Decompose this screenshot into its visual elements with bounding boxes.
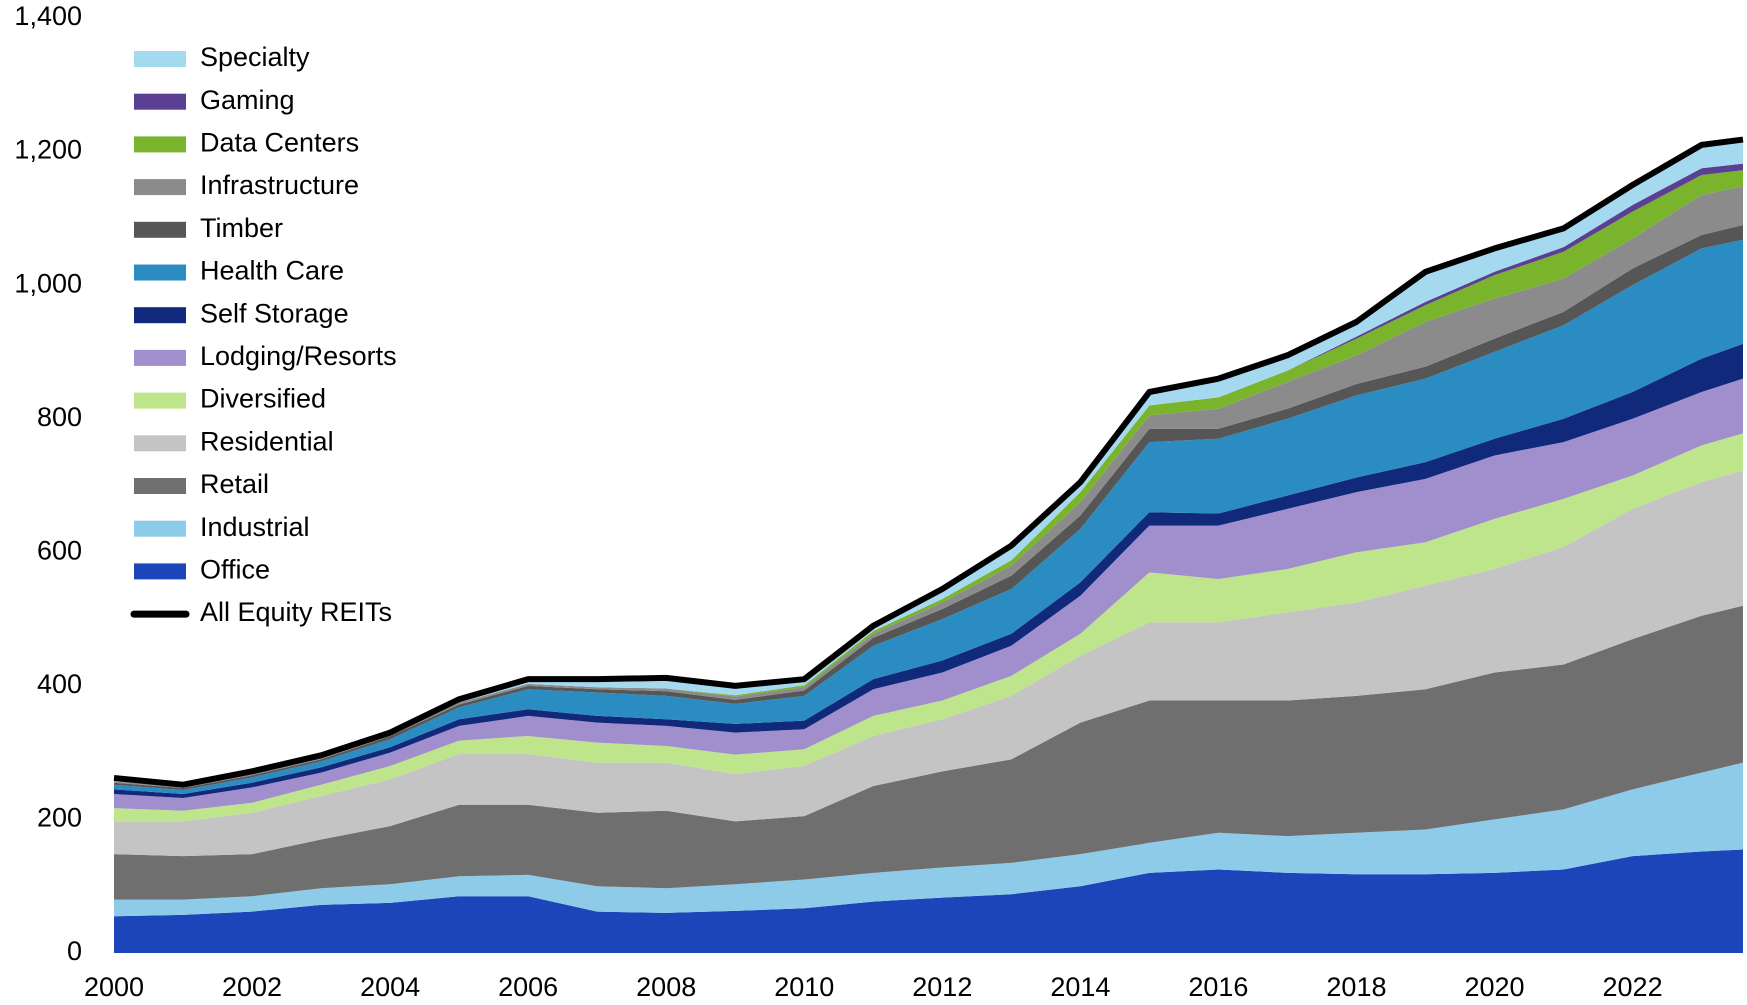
legend-label: Timber (200, 213, 283, 243)
x-tick-label: 2014 (1050, 972, 1110, 1002)
legend-label: Lodging/Resorts (200, 341, 397, 371)
legend-label: Gaming (200, 85, 295, 115)
x-tick-label: 2018 (1326, 972, 1386, 1002)
y-tick-label: 200 (37, 803, 82, 833)
y-tick-label: 1,000 (14, 268, 82, 298)
x-tick-label: 2010 (774, 972, 834, 1002)
x-tick-label: 2016 (1188, 972, 1248, 1002)
y-tick-label: 400 (37, 669, 82, 699)
legend-label: Health Care (200, 256, 344, 286)
y-tick-label: 800 (37, 402, 82, 432)
legend-label: Infrastructure (200, 170, 359, 200)
legend-label: Industrial (200, 512, 310, 542)
total-line (113, 136, 1744, 788)
x-tick-label: 2020 (1464, 972, 1524, 1002)
legend-swatch (134, 478, 186, 494)
legend-label: All Equity REITs (200, 597, 392, 627)
area (114, 470, 1743, 857)
x-tick-label: 2022 (1603, 972, 1663, 1002)
area (114, 849, 1743, 953)
legend-swatch (134, 392, 186, 409)
legend-swatch (134, 307, 186, 324)
y-tick-label: 1,400 (14, 1, 82, 31)
legend-swatch (134, 136, 186, 153)
legend-label: Self Storage (200, 298, 349, 328)
x-tick-label: 2006 (498, 972, 558, 1002)
area (114, 762, 1743, 917)
x-tick-label: 2012 (912, 972, 972, 1002)
legend-swatch (134, 93, 186, 110)
legend-swatch (134, 179, 186, 196)
legend-label: Specialty (200, 42, 310, 72)
legend-label: Residential (200, 426, 334, 456)
legend-label: Retail (200, 469, 269, 499)
legend-swatch (134, 435, 186, 452)
legend-label: Office (200, 555, 270, 585)
y-tick-label: 600 (37, 535, 82, 565)
x-tick-label: 2002 (222, 972, 282, 1002)
legend-swatch (134, 264, 186, 281)
legend-swatch (134, 349, 186, 366)
legend-swatch (134, 221, 186, 238)
x-tick-label: 2008 (636, 972, 696, 1002)
legend-swatch (134, 520, 186, 537)
legend-swatch (134, 51, 186, 67)
y-tick-label: 0 (67, 936, 82, 966)
area (114, 605, 1743, 900)
x-tick-label: 2000 (84, 972, 144, 1002)
legend-swatch (134, 563, 186, 580)
x-tick-label: 2004 (360, 972, 420, 1002)
y-tick-label: 1,200 (14, 135, 82, 165)
legend-label: Diversified (200, 384, 326, 414)
legend-label: Data Centers (200, 128, 359, 158)
